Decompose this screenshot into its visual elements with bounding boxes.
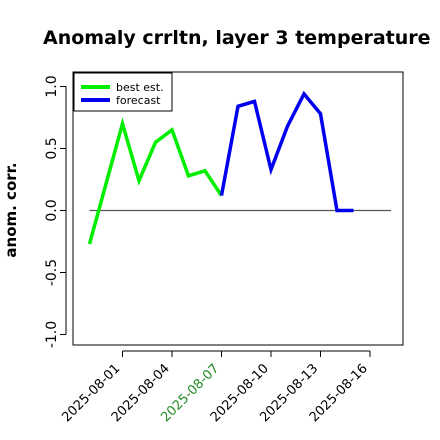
series-line-forecast bbox=[219, 90, 354, 213]
chart-title: Anomaly crrltn, layer 3 temperature bbox=[43, 27, 431, 49]
y-tick-label: 1.0 bbox=[44, 75, 60, 97]
legend-label: best est. bbox=[116, 81, 164, 94]
legend-box bbox=[73, 72, 173, 112]
y-tick-label: -0.5 bbox=[44, 259, 60, 286]
legend-label: forecast bbox=[116, 94, 161, 107]
series-line-best-est bbox=[87, 117, 223, 245]
y-tick-label: -1.0 bbox=[44, 321, 60, 348]
y-tick-label: 0.0 bbox=[44, 199, 60, 221]
y-tick-label: 0.5 bbox=[44, 137, 60, 159]
plot-area bbox=[72, 71, 404, 346]
y-axis-label: anom. corr. bbox=[2, 162, 20, 257]
